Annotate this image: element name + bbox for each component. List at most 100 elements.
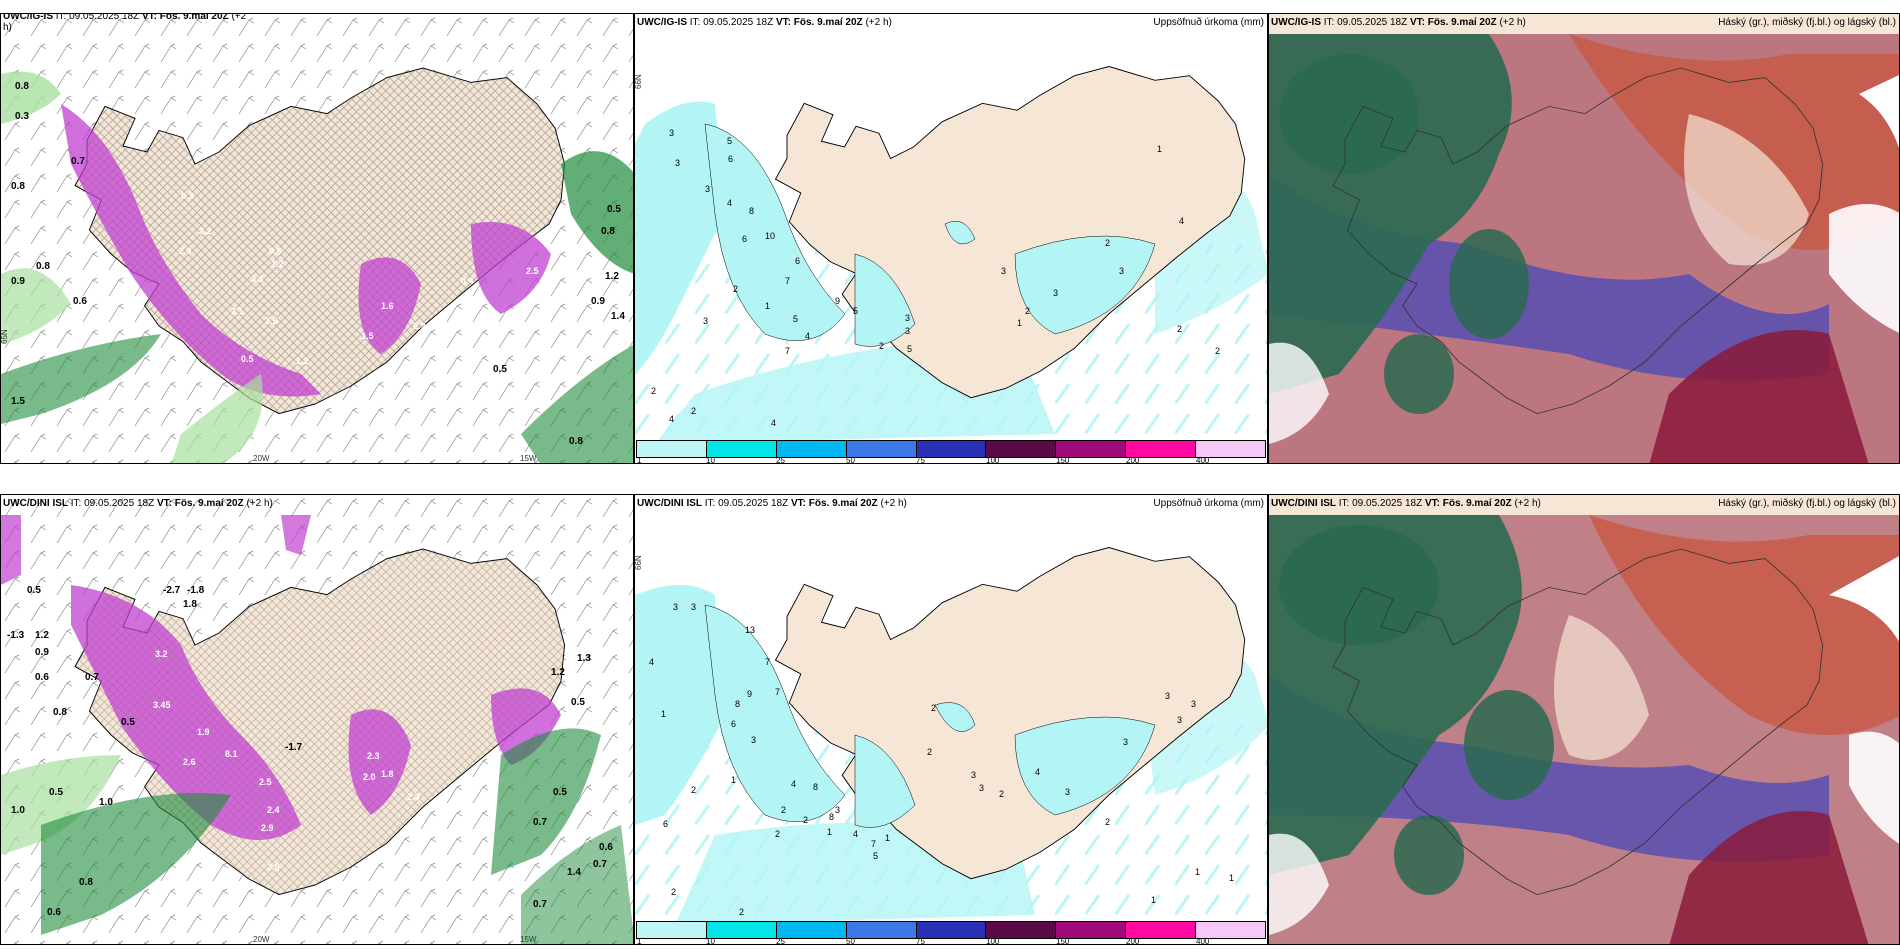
p2-label: 3 [675, 158, 680, 168]
lat-label: 66N [635, 74, 643, 89]
p1-label: 2.5 [265, 316, 278, 326]
legend-tick: 200 [1126, 937, 1140, 945]
p1-labels: 0.8 0.3 0.7 0.8 0.9 0.6 0.8 1.5 0.3 3.2 … [11, 81, 625, 447]
p1-label: 0.6 [269, 246, 282, 256]
p5-label: 2 [931, 703, 936, 713]
legend-tick: 25 [776, 456, 785, 464]
p5-label: 1 [1229, 873, 1234, 883]
p2-labels: 3 3 3 4 5 6 8 10 6 7 2 3 1 5 4 6 9 5 3 2… [651, 128, 1220, 428]
p1-label: 0.8 [569, 436, 583, 447]
p2-label: 4 [805, 331, 810, 341]
p5-labels: 4 1 3 3 13 7 9 8 6 7 3 1 2 6 4 8 2 1 3 2… [649, 602, 1234, 917]
lon-label-15w: 15W [520, 454, 537, 463]
panel-variable-title: Háský (gr.), miðský (fj.bl.) og lágský (… [1718, 498, 1896, 509]
p4-label: -1.7 [285, 742, 303, 753]
p2-label: 5 [727, 136, 732, 146]
p2-label: 1 [765, 301, 770, 311]
p1-label: 0.4 [461, 276, 474, 286]
p5-label: 7 [775, 687, 780, 697]
p2-label: 4 [727, 198, 732, 208]
p5-label: 8 [829, 812, 834, 822]
p2-label: 2 [651, 386, 656, 396]
map-clouds-dini [1269, 495, 1899, 944]
map-wind-ig: 0.8 0.3 0.7 0.8 0.9 0.6 0.8 1.5 0.3 3.2 … [1, 14, 633, 463]
p5-label: 1 [1195, 867, 1200, 877]
p2-label: 1 [1017, 318, 1022, 328]
legend-seg [916, 922, 987, 938]
model-name: UWC/IG-IS [3, 13, 53, 22]
p2-label: 7 [785, 346, 790, 356]
p4-label: 2.4 [267, 805, 280, 815]
map-precip-dini: 4 1 3 3 13 7 9 8 6 7 3 1 2 6 4 8 2 1 3 2… [635, 546, 1267, 925]
map-panel-wind-ig: 0.8 0.3 0.7 0.8 0.9 0.6 0.8 1.5 0.3 3.2 … [0, 13, 634, 464]
p2-label: 8 [749, 206, 754, 216]
legend-seg [986, 922, 1057, 938]
p2-label: 2 [1105, 238, 1110, 248]
p2-label: 4 [669, 414, 674, 424]
p2-label: 3 [1119, 266, 1124, 276]
p2-label: 4 [771, 418, 776, 428]
p2-label: 5 [793, 314, 798, 324]
p1-label: 0.7 [71, 156, 85, 167]
p4-label: 0.5 [571, 697, 585, 708]
panel-title: UWC/DINI ISL IT: 09.05.2025 18Z VT: Fös.… [1271, 498, 1541, 509]
p2-label: 3 [703, 316, 708, 326]
p4-label: 0.7 [533, 899, 547, 910]
model-name: UWC/DINI ISL [1271, 498, 1336, 509]
p2-label: 5 [907, 344, 912, 354]
p4-label: 2.3 [367, 751, 380, 761]
p1-label: 0.6 [73, 296, 87, 307]
p4-label: 0.5 [27, 585, 41, 596]
p5-label: 2 [781, 805, 786, 815]
p5-label: 2 [739, 907, 744, 917]
legend-seg [776, 922, 847, 938]
p2-label: 6 [742, 234, 747, 244]
p5-label: 3 [673, 602, 678, 612]
legend-tick: 400 [1196, 937, 1210, 945]
p4-label: 1.3 [577, 653, 591, 664]
legend-tick: 1 [637, 937, 642, 945]
map-panel-precip-ig: 3 3 3 4 5 6 8 10 6 7 2 3 1 5 4 6 9 5 3 2… [634, 13, 1268, 464]
p5-label: 4 [649, 657, 654, 667]
p5-label: 3 [1065, 787, 1070, 797]
p4-label: 3.5 [267, 862, 280, 872]
p5-label: 2 [803, 815, 808, 825]
p1-label: 2.1 [231, 306, 244, 316]
legend-tick: 75 [916, 937, 925, 945]
p5-label: 9 [747, 689, 752, 699]
p1-label: 1.4 [611, 311, 625, 322]
p4-label: 1.2 [35, 630, 49, 641]
p4-label: 8.1 [225, 749, 238, 759]
p5-label: 3 [835, 805, 840, 815]
p4-label: 0.6 [47, 907, 61, 918]
p4-label: 0.8 [53, 707, 67, 718]
p4-label: 0.5 [49, 787, 63, 798]
p4-label: -1.8 [187, 585, 205, 596]
map-panel-clouds-ig: UWC/IG-IS IT: 09.05.2025 18Z VT: Fös. 9.… [1268, 13, 1900, 464]
p2-label: 3 [905, 313, 910, 323]
legend-tick: 25 [776, 937, 785, 945]
panel-variable-title: Háský (gr.), miðský (fj.bl.) og lágský (… [1718, 17, 1896, 28]
p4-label: 2.0 [363, 772, 376, 782]
p1-label: 1.2 [271, 259, 284, 269]
p1-label: 0.8 [36, 261, 50, 272]
p1-label: 1.5 [361, 331, 374, 341]
p4-label: -1.3 [7, 630, 25, 641]
p2-label: 2 [1177, 324, 1182, 334]
legend-seg [1196, 441, 1266, 457]
p1-label: 0.5 [607, 204, 621, 215]
lat-label: 66N [635, 555, 643, 570]
p1-label: 1.6 [381, 301, 394, 311]
p5-label: 8 [735, 699, 740, 709]
legend-seg [1056, 922, 1127, 938]
p4-label: 1.8 [381, 769, 394, 779]
p2-label: 1 [1157, 144, 1162, 154]
p5-label: 3 [979, 783, 984, 793]
p4-label: 2.3 [407, 792, 420, 802]
legend-seg [1126, 441, 1197, 457]
legend-seg [986, 441, 1057, 457]
p2-label: 3 [1053, 288, 1058, 298]
panel-title: UWC/IG-IS IT: 09.05.2025 18Z VT: Fös. 9.… [637, 17, 892, 28]
p1-label: 1.5 [11, 396, 25, 407]
legend-tick: 50 [846, 937, 855, 945]
